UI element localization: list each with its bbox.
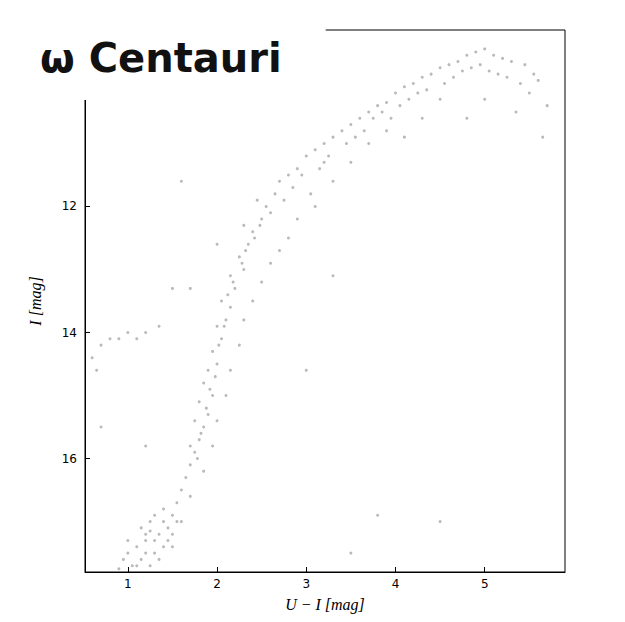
- svg-text:1: 1: [124, 577, 132, 591]
- svg-text:12: 12: [62, 199, 77, 213]
- svg-text:U − I [mag]: U − I [mag]: [285, 596, 365, 614]
- svg-text:ω Centauri: ω Centauri: [40, 35, 282, 81]
- svg-text:3: 3: [302, 577, 310, 591]
- svg-text:16: 16: [62, 452, 77, 466]
- svg-text:5: 5: [481, 577, 489, 591]
- svg-text:2: 2: [213, 577, 221, 591]
- svg-text:I [mag]: I [mag]: [27, 276, 45, 326]
- svg-text:4: 4: [392, 577, 400, 591]
- svg-text:14: 14: [62, 326, 77, 340]
